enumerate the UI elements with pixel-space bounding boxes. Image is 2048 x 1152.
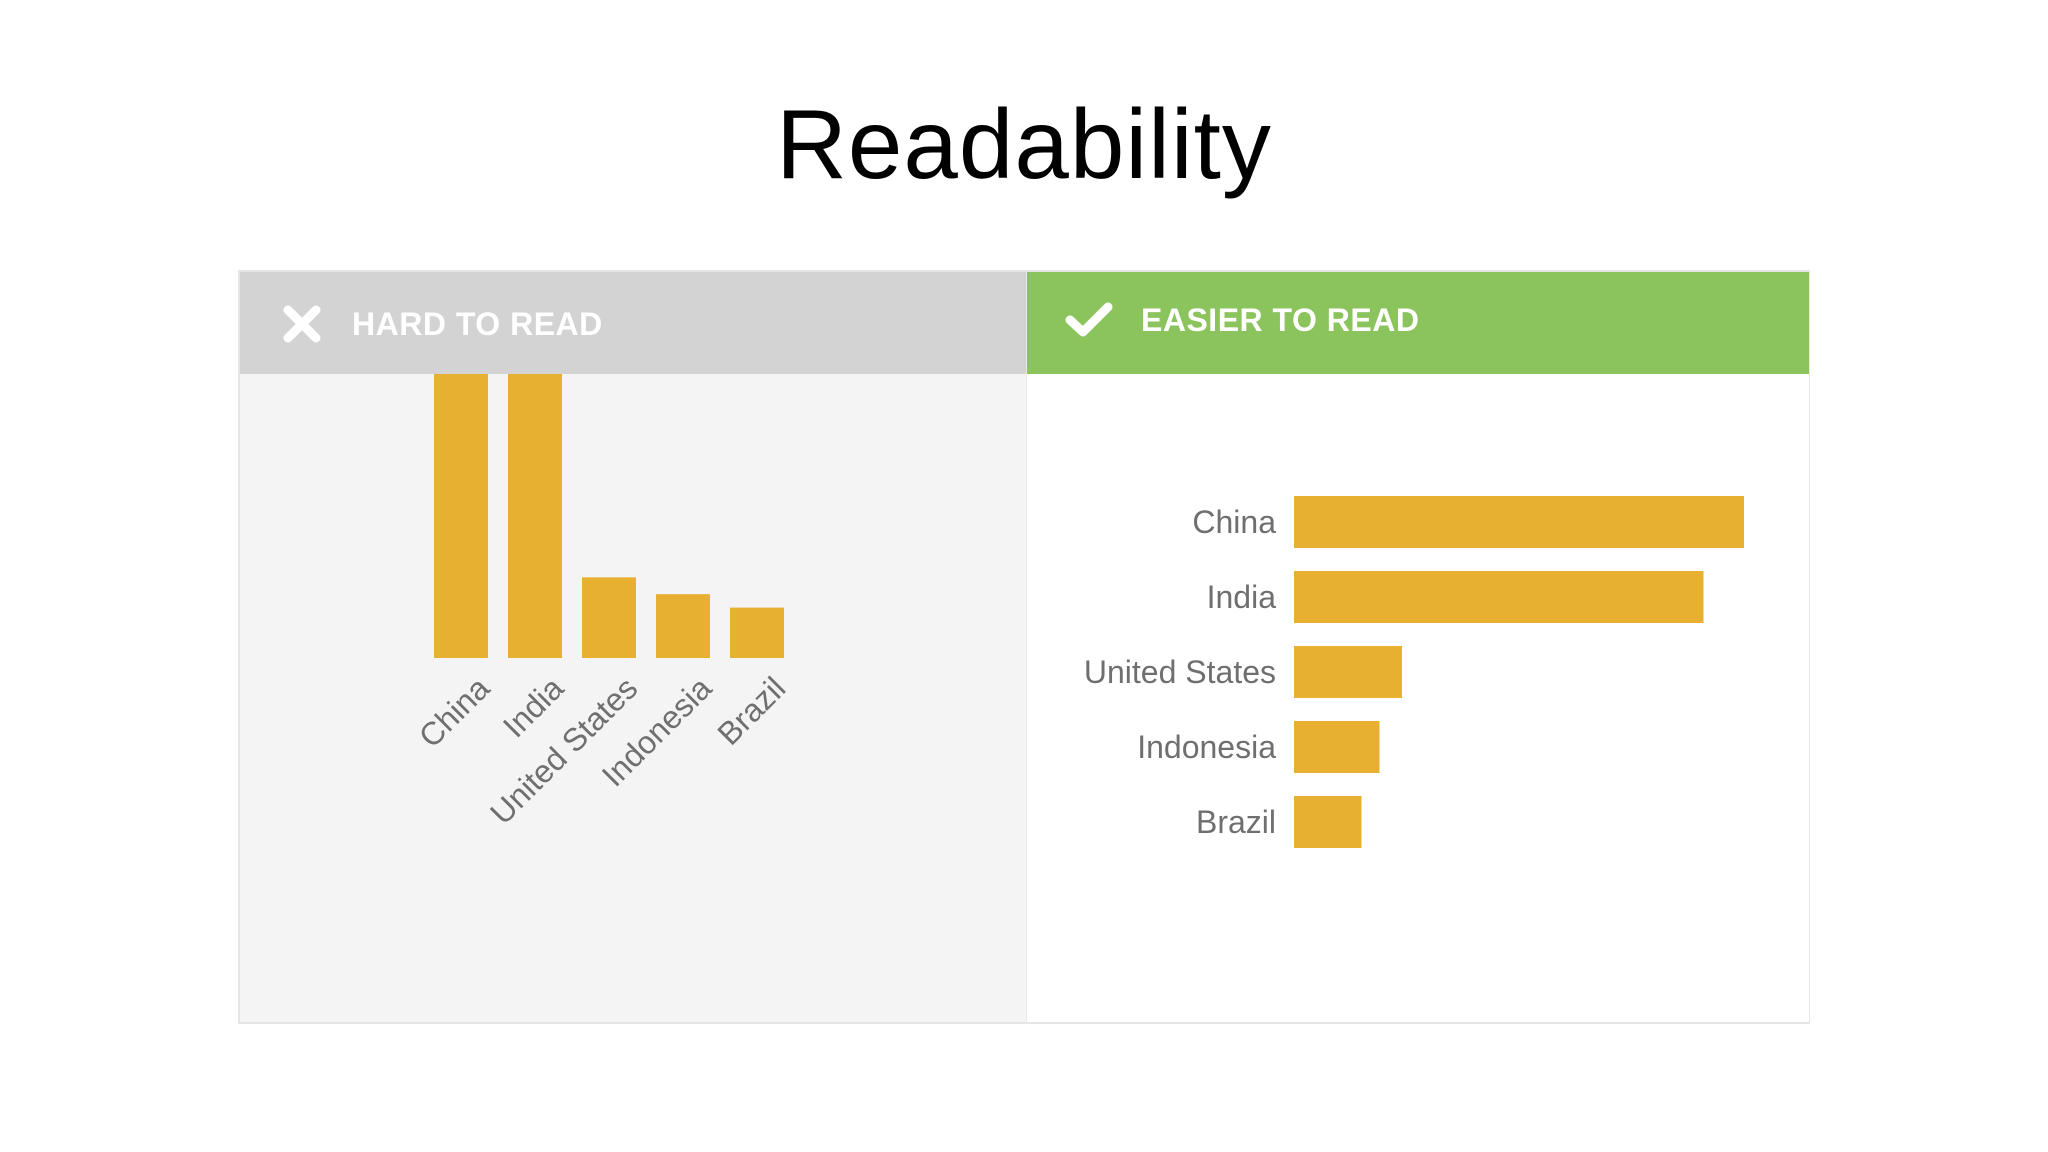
hard-to-read-panel: HARD TO READ China India United States Indo… bbox=[240, 272, 1026, 1022]
horizontal-tick-label-indonesia: Indonesia bbox=[1137, 729, 1276, 765]
hard-to-read-label: HARD TO READ bbox=[352, 306, 603, 342]
horizontal-bar-indonesia bbox=[1294, 721, 1380, 773]
slide-title: Readability bbox=[776, 89, 1272, 199]
hard-to-read-header: HARD TO READ bbox=[240, 272, 1026, 374]
readability-comparison-figure: HARD TO READ China India United States Indo… bbox=[238, 270, 1810, 1024]
horizontal-tick-label-china: China bbox=[1192, 504, 1276, 540]
checkmark-icon bbox=[1065, 302, 1113, 337]
vertical-bar-india bbox=[508, 374, 562, 658]
vertical-tick-label-china: China bbox=[412, 670, 497, 755]
vertical-bar-china bbox=[434, 374, 488, 658]
horizontal-bar-brazil bbox=[1294, 796, 1362, 848]
easier-to-read-header: EASIER TO READ bbox=[1027, 272, 1809, 374]
vertical-tick-label-brazil: Brazil bbox=[710, 670, 792, 752]
vertical-bar-indonesia bbox=[656, 594, 710, 658]
easier-to-read-panel: EASIER TO READ China India United States In… bbox=[1026, 272, 1809, 1022]
horizontal-bar-india bbox=[1294, 571, 1704, 623]
horizontal-bar-chart: China India United States Indonesia Brazil bbox=[1084, 496, 1744, 848]
vertical-bar-brazil bbox=[730, 607, 784, 658]
horizontal-tick-label-brazil: Brazil bbox=[1196, 804, 1276, 840]
horizontal-tick-label-united-states: United States bbox=[1084, 654, 1276, 690]
vertical-bar-united-states bbox=[582, 577, 636, 658]
easier-to-read-label: EASIER TO READ bbox=[1141, 302, 1420, 338]
horizontal-tick-label-india: India bbox=[1207, 579, 1277, 615]
close-icon bbox=[283, 305, 321, 343]
horizontal-bar-united-states bbox=[1294, 646, 1402, 698]
horizontal-bar-china bbox=[1294, 496, 1744, 548]
